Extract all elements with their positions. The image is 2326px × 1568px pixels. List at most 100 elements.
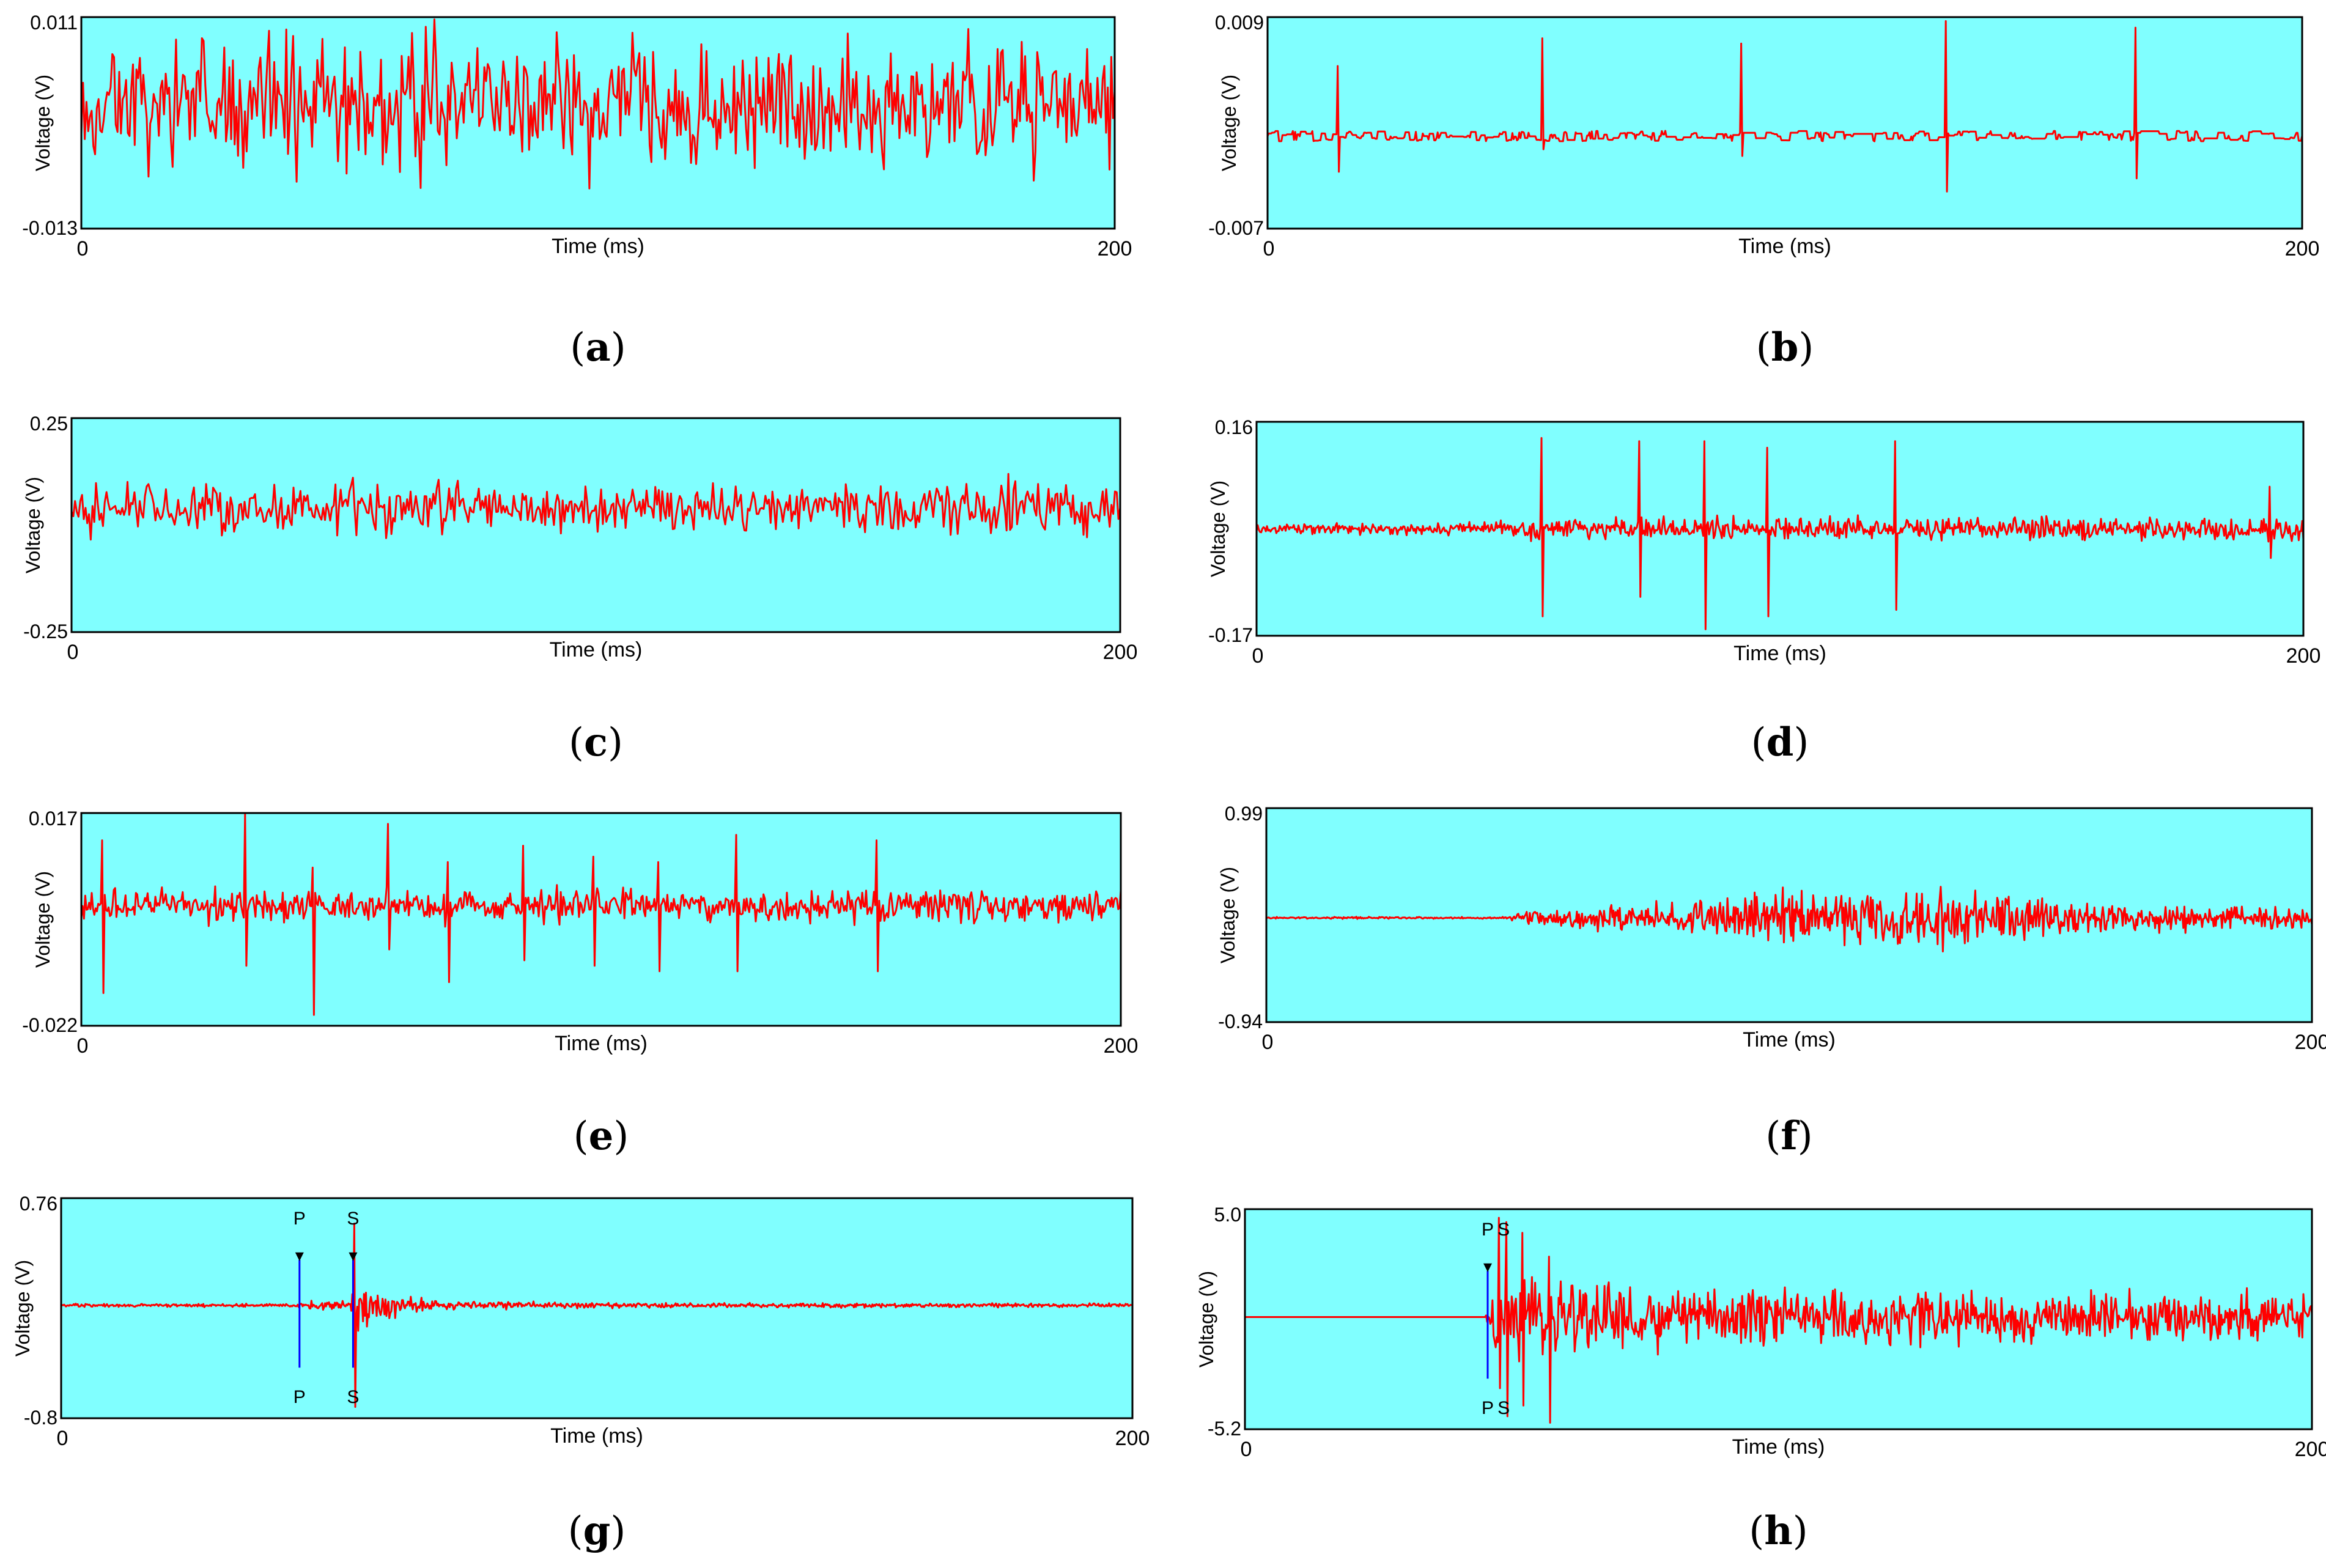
plot-frame xyxy=(1244,1208,2313,1430)
y-tick-label-max: 0.16 xyxy=(1215,416,1253,438)
panel-caption: (f) xyxy=(1765,1113,1812,1159)
y-tick-label-min: -0.94 xyxy=(1218,1010,1263,1032)
series-line-signal xyxy=(1245,1216,2312,1424)
x-tick-label-max: 200 xyxy=(1115,1427,1150,1450)
panel-caption: (g) xyxy=(568,1508,626,1554)
plot-frame xyxy=(70,417,1121,633)
y-tick-label-max: 5.0 xyxy=(1214,1204,1241,1226)
plot-area xyxy=(72,418,1120,632)
plot-area xyxy=(81,17,1115,229)
x-axis-label: Time (ms) xyxy=(550,1424,643,1448)
y-tick-label-max: 0.99 xyxy=(1225,803,1263,825)
x-tick-label-min: 0 xyxy=(1263,237,1275,260)
plot-frame xyxy=(80,16,1116,230)
x-tick-label-max: 200 xyxy=(1103,641,1138,664)
x-tick-label-min: 0 xyxy=(57,1427,68,1450)
plot-frame xyxy=(1255,421,2305,637)
x-axis-label: Time (ms) xyxy=(555,1032,648,1055)
y-tick-label-max: 0.76 xyxy=(20,1193,57,1215)
x-axis-label: Time (ms) xyxy=(1743,1028,1836,1051)
x-tick-label-min: 0 xyxy=(1262,1031,1274,1054)
plot-frame xyxy=(60,1197,1134,1419)
plot-frame xyxy=(1265,807,2313,1023)
y-tick-label-min: -5.2 xyxy=(1208,1418,1241,1440)
x-axis-label: Time (ms) xyxy=(1732,1435,1825,1459)
panel-caption: (a) xyxy=(570,325,626,370)
y-tick-label-max: 0.25 xyxy=(30,413,68,435)
series-line-signal xyxy=(1268,20,2302,193)
marker-label-top: P xyxy=(1482,1220,1494,1240)
marker-arrow xyxy=(349,1252,358,1261)
panel-b: 0.009 -0.007 Voltage (V) 0 200 Time (ms) (b) xyxy=(1208,12,2319,370)
y-tick-label-max: 0.017 xyxy=(29,808,78,830)
x-tick-label-min: 0 xyxy=(67,641,79,664)
panel-f: 0.99 -0.94 Voltage (V) 0 200 Time (ms) (f) xyxy=(1217,803,2326,1159)
x-tick-label-min: 0 xyxy=(1252,644,1264,668)
series-line-signal xyxy=(1266,886,2312,952)
y-tick-label-min: -0.17 xyxy=(1208,624,1253,646)
marker-arrow xyxy=(295,1252,304,1261)
y-axis-label: Voltage (V) xyxy=(32,75,54,171)
panel-caption: (h) xyxy=(1749,1508,1807,1554)
series-line-signal xyxy=(81,813,1121,1016)
series-line-signal xyxy=(81,18,1115,190)
plot-frame xyxy=(80,812,1122,1027)
marker-p: PP xyxy=(294,1209,306,1407)
y-axis-label: Voltage (V) xyxy=(1207,480,1229,577)
marker-label-bottom: S xyxy=(347,1387,359,1407)
panel-caption: (e) xyxy=(574,1113,629,1159)
plot-frame xyxy=(1266,16,2303,230)
panel-caption: (c) xyxy=(569,720,623,765)
x-tick-label-max: 200 xyxy=(2295,1031,2326,1054)
panel-c: 0.25 -0.25 Voltage (V) 0 200 Time (ms) (c) xyxy=(22,413,1137,765)
y-axis-label: Voltage (V) xyxy=(1195,1271,1217,1367)
x-tick-label-min: 0 xyxy=(77,1034,89,1058)
plot-area xyxy=(1268,17,2302,229)
y-tick-label-min: -0.022 xyxy=(22,1014,78,1036)
marker-label-bottom: S xyxy=(1497,1398,1510,1418)
y-axis-label: Voltage (V) xyxy=(22,477,44,573)
marker-arrow xyxy=(1483,1263,1492,1272)
marker-p: PP xyxy=(1482,1220,1494,1418)
marker-label-bottom: P xyxy=(1482,1398,1494,1418)
panel-a: 0.011 -0.013 Voltage (V) 0 200 Time (ms) (a) xyxy=(22,12,1132,370)
x-axis-label: Time (ms) xyxy=(1733,642,1826,665)
plot-area xyxy=(81,813,1121,1026)
y-axis-label: Voltage (V) xyxy=(1218,75,1240,171)
y-axis-label: Voltage (V) xyxy=(12,1260,34,1356)
marker-label-top: S xyxy=(347,1209,359,1229)
y-tick-label-max: 0.011 xyxy=(30,12,78,34)
x-axis-label: Time (ms) xyxy=(552,235,644,258)
y-tick-label-min: -0.25 xyxy=(23,620,68,642)
series-line-signal xyxy=(72,473,1120,541)
y-tick-label-min: -0.8 xyxy=(24,1407,57,1429)
x-tick-label-max: 200 xyxy=(1098,237,1132,260)
marker-label-top: P xyxy=(294,1209,306,1229)
marker-s: SS xyxy=(347,1209,359,1407)
y-axis-label: Voltage (V) xyxy=(1217,867,1239,963)
plot-area xyxy=(61,1198,1132,1418)
x-tick-label-max: 200 xyxy=(2285,237,2320,260)
x-tick-label-min: 0 xyxy=(77,237,89,260)
y-tick-label-max: 0.009 xyxy=(1215,12,1264,34)
x-tick-label-max: 200 xyxy=(1104,1034,1139,1058)
x-tick-label-max: 200 xyxy=(2295,1438,2326,1461)
marker-label-bottom: P xyxy=(294,1387,306,1407)
marker-label-top: S xyxy=(1497,1220,1510,1240)
marker-s: SS xyxy=(1497,1220,1510,1418)
x-tick-label-min: 0 xyxy=(1241,1438,1252,1461)
series-line-signal xyxy=(61,1223,1132,1408)
panel-e: 0.017 -0.022 Voltage (V) 0 200 Time (ms) (e) xyxy=(22,808,1138,1159)
y-axis-label: Voltage (V) xyxy=(32,871,54,968)
y-tick-label-min: -0.007 xyxy=(1208,217,1264,239)
x-axis-label: Time (ms) xyxy=(550,638,643,661)
series-line-signal xyxy=(1257,437,2303,630)
panel-d: 0.16 -0.17 Voltage (V) 0 200 Time (ms) (d) xyxy=(1207,416,2320,765)
x-tick-label-max: 200 xyxy=(2286,644,2321,668)
x-axis-label: Time (ms) xyxy=(1738,235,1831,258)
y-tick-label-min: -0.013 xyxy=(22,217,78,239)
panel-caption: (b) xyxy=(1756,325,1814,370)
